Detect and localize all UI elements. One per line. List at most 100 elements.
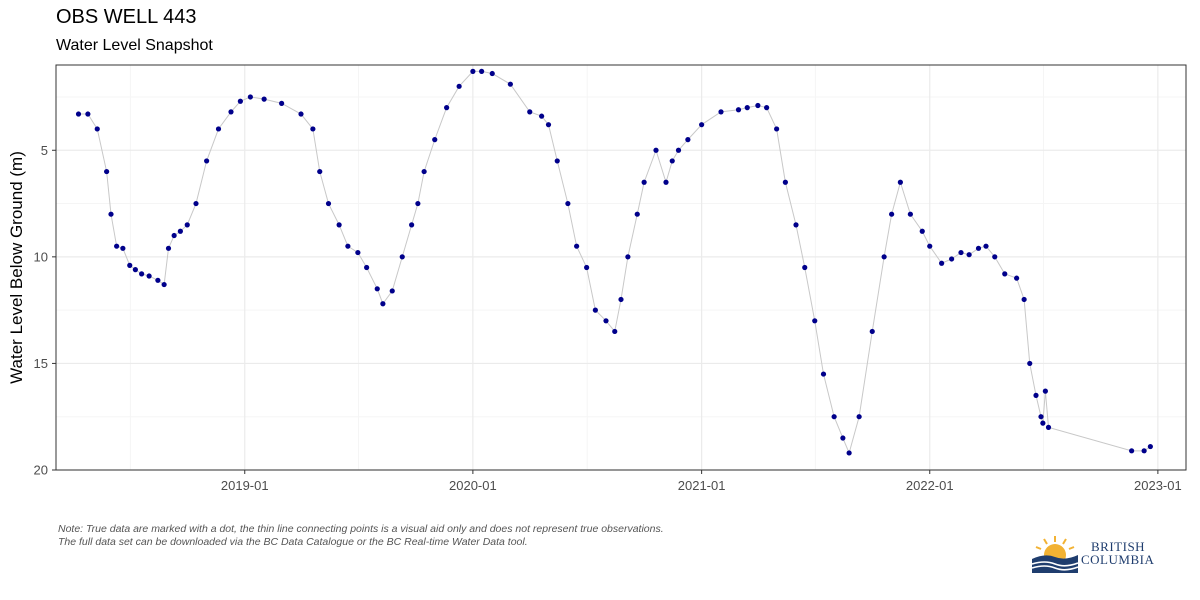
- data-point: [399, 254, 405, 260]
- data-point: [1141, 448, 1147, 454]
- data-point: [345, 243, 351, 249]
- y-tick-label: 20: [34, 463, 48, 478]
- data-point: [966, 252, 972, 258]
- data-point: [939, 260, 945, 266]
- bc-logo-icon: [1031, 536, 1079, 573]
- data-point: [380, 301, 386, 307]
- data-point: [228, 109, 234, 115]
- x-tick-label: 2020-01: [449, 478, 497, 493]
- data-point: [355, 249, 361, 256]
- data-point: [470, 68, 476, 74]
- data-point: [840, 435, 846, 441]
- data-point: [927, 243, 933, 249]
- data-point: [1014, 275, 1020, 281]
- data-point: [139, 271, 145, 277]
- data-point: [718, 109, 724, 115]
- tick-layer: 5 10 15 20 2019-01 2020-01 2021-01 2022-01 2023-…: [34, 143, 1182, 493]
- data-point: [409, 222, 415, 228]
- data-point: [919, 228, 925, 234]
- data-point: [247, 94, 253, 100]
- y-tick-label: 5: [41, 143, 48, 158]
- data-point: [1002, 271, 1008, 277]
- data-point: [881, 254, 887, 260]
- data-point: [744, 105, 750, 111]
- data-point: [1021, 296, 1027, 303]
- data-point: [161, 281, 167, 288]
- data-point: [774, 126, 780, 132]
- data-point: [85, 111, 91, 117]
- footnote-line-2: The full data set can be downloaded via …: [58, 536, 528, 548]
- data-point: [782, 179, 788, 185]
- data-point: [565, 200, 571, 207]
- data-point: [992, 254, 998, 260]
- y-tick-label: 10: [34, 249, 48, 264]
- x-tick-label: 2021-01: [678, 478, 726, 493]
- data-point: [261, 96, 267, 102]
- x-tick-label: 2019-01: [221, 478, 269, 493]
- data-point: [389, 288, 395, 294]
- chart-canvas: 5 10 15 20 2019-01 2020-01 2021-01 2022-01 2023-…: [7, 64, 1187, 493]
- data-point: [897, 179, 903, 185]
- data-point: [421, 168, 427, 175]
- data-point: [1027, 360, 1033, 367]
- data-point: [669, 158, 675, 164]
- data-point: [1045, 424, 1052, 430]
- data-point: [120, 245, 126, 251]
- data-point: [489, 70, 495, 77]
- data-point: [603, 318, 609, 324]
- data-point: [1129, 448, 1135, 454]
- data-point: [75, 111, 82, 117]
- points-layer: [75, 68, 1153, 456]
- data-point: [618, 296, 624, 303]
- data-point: [634, 211, 640, 217]
- data-point: [193, 200, 199, 207]
- logo-wordmark: BRITISH COLUMBIA: [1081, 540, 1154, 566]
- data-point: [317, 168, 323, 175]
- data-point: [735, 107, 742, 113]
- data-point: [479, 68, 485, 74]
- data-point: [165, 245, 172, 251]
- data-point: [1038, 414, 1044, 420]
- data-point: [539, 113, 545, 119]
- data-point: [325, 200, 332, 207]
- panel-border: [55, 64, 1187, 471]
- chart-title: OBS WELL 443: [56, 6, 197, 28]
- data-point: [802, 264, 808, 271]
- data-point: [184, 222, 190, 228]
- data-point: [171, 232, 177, 239]
- data-point: [584, 264, 590, 271]
- data-point: [527, 109, 533, 115]
- data-point: [869, 328, 875, 335]
- data-point: [699, 122, 705, 128]
- data-point: [907, 211, 913, 217]
- data-point: [415, 200, 421, 207]
- data-point: [132, 267, 138, 273]
- data-point: [507, 81, 513, 87]
- data-point: [215, 126, 222, 132]
- data-point: [177, 228, 183, 234]
- data-point: [310, 126, 316, 132]
- data-point: [846, 450, 852, 456]
- data-point: [545, 122, 552, 128]
- y-tick-label: 15: [34, 356, 48, 371]
- data-point: [146, 273, 152, 279]
- data-point: [1033, 392, 1039, 398]
- data-point: [812, 318, 818, 324]
- data-point: [831, 414, 837, 420]
- data-point: [155, 277, 161, 283]
- x-tick-label: 2022-01: [906, 478, 954, 493]
- data-point: [432, 137, 438, 143]
- data-point: [663, 179, 669, 185]
- data-point: [1042, 388, 1048, 394]
- x-tick-label: 2023-01: [1134, 478, 1182, 493]
- data-point: [958, 249, 964, 256]
- data-point: [764, 105, 770, 111]
- grid-layer: [56, 65, 1186, 471]
- data-point: [444, 105, 450, 111]
- plot-panel: [56, 65, 1186, 470]
- data-point: [554, 158, 560, 164]
- data-point: [456, 83, 462, 89]
- data-point: [94, 126, 100, 132]
- chart-subtitle: Water Level Snapshot: [56, 37, 213, 54]
- footnote: Note: True data are marked with a dot, t…: [58, 523, 664, 549]
